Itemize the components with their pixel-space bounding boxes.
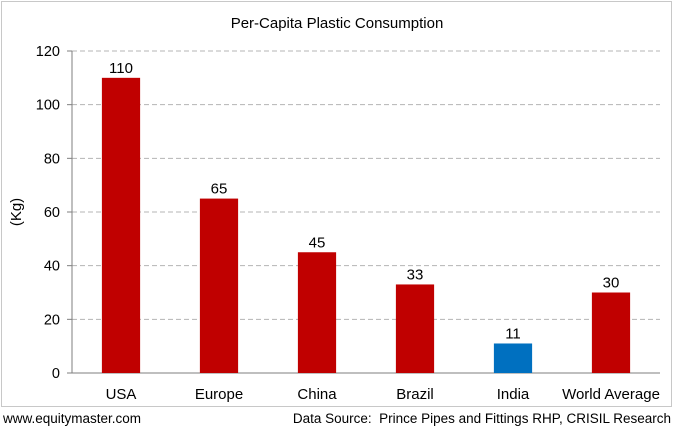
data-label: 11	[505, 325, 521, 342]
bar-world-average	[591, 292, 631, 373]
bar-europe	[199, 198, 239, 373]
bar-china	[297, 252, 337, 373]
y-axis-label: (Kg)	[8, 198, 25, 226]
bar-chart: Per-Capita Plastic Consumption (Kg) 0 20 4…	[8, 15, 660, 403]
y-tick-label: 60	[44, 205, 60, 221]
bars	[101, 77, 631, 373]
x-tick-label: USA	[106, 386, 137, 403]
bar-usa	[101, 77, 141, 373]
x-tick-label: Europe	[195, 386, 243, 403]
data-label: 45	[309, 234, 326, 251]
y-tick-label: 80	[44, 151, 60, 167]
x-tick-label: India	[497, 386, 530, 403]
x-tick-label: Brazil	[396, 386, 434, 403]
data-label: 110	[109, 60, 133, 77]
bar-india	[493, 343, 533, 373]
x-tick-label: World Average	[562, 386, 660, 403]
y-tick-label: 120	[36, 44, 60, 60]
y-tick-label: 40	[44, 259, 60, 275]
bar-brazil	[395, 284, 435, 373]
data-label: 30	[603, 275, 620, 292]
y-tick-label: 100	[36, 98, 60, 114]
gridlines	[72, 50, 660, 320]
website-footer: www.equitymaster.com	[3, 411, 142, 426]
data-label: 33	[407, 266, 424, 283]
chart-border	[1, 1, 672, 407]
data-labels: 110 65 45 33 11 30	[109, 60, 619, 343]
y-tick-label: 0	[52, 366, 60, 382]
data-label: 65	[211, 181, 228, 198]
y-tick-label: 20	[44, 312, 60, 328]
axes: 0 20 40 60 80 100 120 USA Europe China Brazil India…	[36, 44, 660, 403]
x-tick-label: China	[297, 386, 337, 403]
chart-title: Per-Capita Plastic Consumption	[231, 15, 444, 32]
data-source-footer: Data Source: Prince Pipes and Fittings R…	[292, 411, 671, 426]
